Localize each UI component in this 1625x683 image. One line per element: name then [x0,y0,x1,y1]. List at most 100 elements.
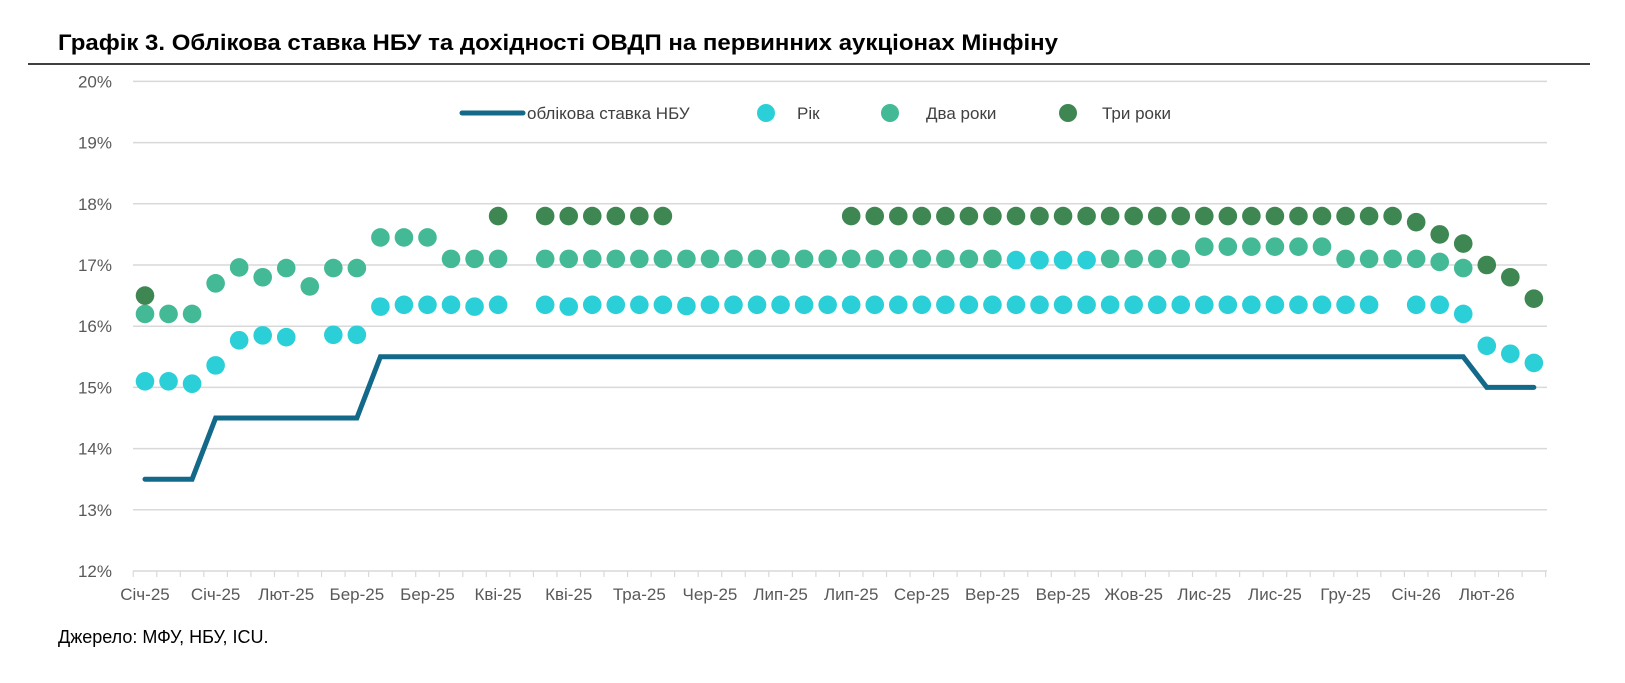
x-tick-label: Бер-25 [330,585,385,604]
data-point [959,295,979,315]
data-point [936,295,955,315]
data-point [653,295,673,315]
data-point [1242,206,1261,226]
legend-label: Три роки [1102,104,1171,123]
data-point [324,325,343,345]
data-point [559,206,579,226]
x-tick-label: Лип-25 [824,585,878,604]
legend-label: Два роки [926,104,996,123]
x-tick-label: Жов-25 [1104,585,1163,604]
data-point [347,258,367,278]
data-point [1312,237,1332,256]
data-point [418,228,437,247]
x-axis: Січ-25 Січ-25 Лют-25 Бер-25 Бер-25 Кві-25 Кві-… [120,571,1547,604]
legend-dot-swatch [1059,104,1077,122]
data-point [394,228,414,247]
data-point [1359,249,1379,269]
data-point [582,295,602,315]
data-point [1312,295,1332,315]
data-point [1218,206,1238,226]
data-point [465,249,484,269]
data-point [465,297,484,316]
data-point [1147,295,1167,315]
data-point [606,206,626,226]
data-point [1053,295,1073,315]
data-point [206,356,225,375]
data-point [1124,295,1143,315]
data-point [347,325,367,345]
data-point [1006,295,1026,315]
data-point [371,297,390,316]
data-point [1171,249,1191,269]
y-axis: 12% 13% 14% 15% 16% 17% 18% 19% 20% [78,72,112,581]
data-point [1053,206,1073,226]
data-point [818,295,837,315]
data-point [229,258,249,277]
data-point [1100,206,1120,226]
data-point [1501,267,1520,287]
data-point [1406,249,1426,269]
x-tick-label: Кві-25 [474,585,521,604]
x-tick-label: Чер-25 [683,585,738,604]
data-point [1265,295,1285,315]
gridlines [133,80,1547,572]
data-point [1406,295,1426,315]
data-point [229,330,249,350]
x-tick-label: Сер-25 [894,585,950,604]
data-point [1359,295,1379,315]
data-point [441,249,461,269]
data-point [677,249,696,269]
data-point [182,374,202,394]
data-point [1265,206,1285,226]
data-point [912,249,932,269]
data-point [936,206,955,226]
y-tick-label: 17% [78,256,112,275]
data-point [1124,249,1143,269]
data-point [1077,250,1096,270]
data-point [1477,336,1497,356]
data-point [1195,295,1214,315]
data-point [747,249,767,269]
data-point [535,206,555,226]
data-point [1289,295,1308,315]
x-tick-label: Вер-25 [965,585,1020,604]
data-point [488,295,508,315]
data-point [771,295,790,315]
data-point [1242,237,1261,256]
data-point [1053,250,1073,270]
data-point [253,326,272,345]
x-tick-label: Лис-25 [1248,585,1302,604]
x-tick-label: Вер-25 [1036,585,1091,604]
data-point [700,295,720,315]
data-point [159,371,178,391]
data-point [159,304,178,324]
data-point [1336,206,1355,226]
data-point [1100,295,1120,315]
data-point [1242,295,1261,315]
data-point [677,296,696,316]
series-Три-роки [135,206,1544,308]
data-point [1383,206,1402,226]
data-point [300,277,320,296]
data-point [1030,250,1049,270]
y-tick-label: 12% [78,562,112,581]
y-tick-label: 15% [78,378,112,397]
data-point [182,304,202,324]
data-point [1195,206,1214,226]
y-tick-label: 18% [78,195,112,214]
x-tick-label: Січ-25 [120,585,169,604]
data-point [1289,206,1308,226]
data-point [794,249,814,269]
bond-yield-series [135,206,1544,394]
data-point [1100,249,1120,269]
data-point [1430,225,1449,244]
x-tick-label: Лют-26 [1459,585,1515,604]
x-tick-label: Тра-25 [613,585,666,604]
data-point [1265,237,1285,256]
policy-rate-series [142,354,1537,482]
x-tick-label: Лип-25 [753,585,807,604]
y-tick-label: 16% [78,317,112,336]
x-tick-label: Гру-25 [1320,585,1371,604]
legend-dot-swatch [881,104,899,122]
